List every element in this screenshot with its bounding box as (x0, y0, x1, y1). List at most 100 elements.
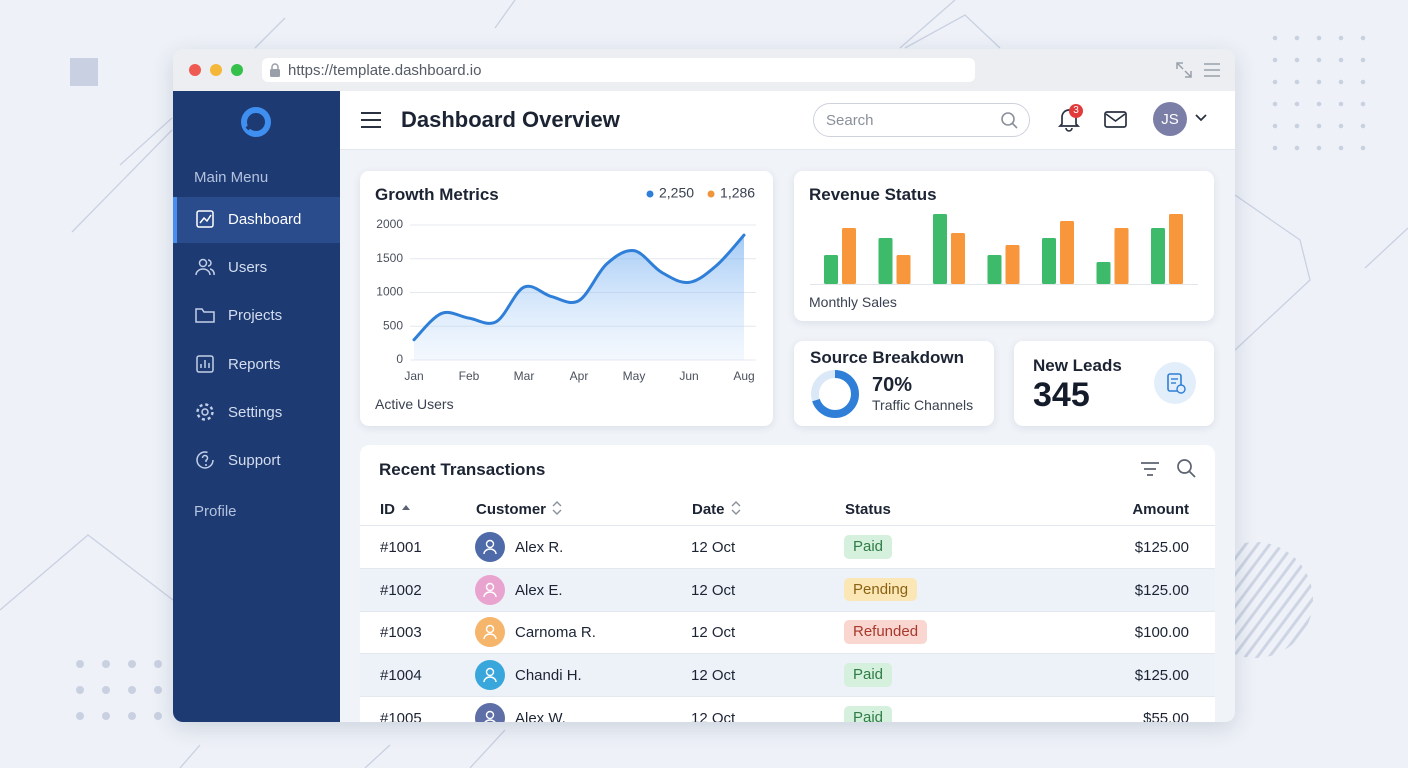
cell-id: #1001 (380, 539, 422, 556)
decor-hatch (1250, 542, 1313, 658)
sidebar-item[interactable]: Settings (173, 390, 340, 436)
menu-label: Settings (228, 403, 283, 421)
active-indicator (173, 197, 177, 243)
decor-dot (1360, 123, 1366, 129)
column-header[interactable]: ID (380, 501, 395, 518)
hamburger-icon[interactable] (360, 110, 384, 130)
mail-icon[interactable] (1104, 110, 1128, 130)
decor-dot (1294, 101, 1300, 107)
sidebar-item[interactable]: Support (173, 438, 340, 484)
logo (241, 107, 271, 137)
cell-date: 12 Oct (691, 581, 736, 599)
cell-id: #1005 (380, 709, 422, 727)
menu-label: Dashboard (228, 211, 302, 228)
card-title: Growth Metrics (375, 185, 499, 204)
expand-icon[interactable] (1176, 62, 1192, 78)
menu-icon (195, 258, 215, 276)
notification-bell[interactable] (1054, 103, 1084, 133)
decor-dot (1272, 123, 1278, 129)
cell-amount: $125.00 (1134, 581, 1189, 599)
decor-dot (1360, 35, 1366, 41)
decor-dot (1360, 57, 1366, 63)
customer-avatar (475, 532, 505, 562)
page-title: Dashboard Overview (401, 107, 620, 132)
percent-value: 70% (872, 374, 913, 396)
column-header[interactable]: Customer (476, 501, 547, 518)
decor-dot (1338, 123, 1344, 129)
minimize-button[interactable] (210, 64, 222, 76)
address-bar[interactable]: https://template.dashboard.io (262, 58, 975, 82)
leads-card: New Leads 345 (1014, 341, 1214, 426)
user-avatar[interactable]: JS (1153, 102, 1187, 136)
search-box[interactable]: Search (813, 103, 1030, 137)
decor-dot (1360, 79, 1366, 85)
decor-hatch (1238, 542, 1313, 658)
customer-avatar (475, 702, 505, 722)
cell-customer: Alex R. (515, 539, 564, 556)
cell-amount: $55.00 (1143, 709, 1189, 727)
decor-dot (1360, 145, 1366, 151)
table-row[interactable]: #1002 Alex E. 12 Oct Pending $125.00 (360, 568, 1215, 612)
menu-label: Projects (228, 307, 283, 325)
table-row[interactable]: #1005 Alex W. 12 Oct Paid $55.00 (360, 697, 1215, 727)
status-badge: Paid (844, 535, 893, 559)
menu-label: Support (228, 452, 281, 469)
filter-icon[interactable] (1140, 459, 1160, 479)
menu-icon (196, 403, 214, 421)
decor-dot (1338, 145, 1344, 151)
decor-dot (1294, 35, 1300, 41)
table-row[interactable]: #1001 Alex R. 12 Oct Paid $125.00 (360, 526, 1215, 569)
cell-customer: Alex W. (515, 709, 566, 727)
close-button[interactable] (189, 64, 201, 76)
sort-icon[interactable] (552, 501, 562, 515)
decor-dot (102, 660, 110, 668)
profile-link[interactable]: Profile (194, 503, 237, 520)
decor-hatch (1274, 542, 1313, 658)
transactions-card: Recent Transactions ID Customer Date Status… (360, 445, 1215, 727)
cell-amount: $125.00 (1134, 539, 1189, 556)
decor-dot (1272, 57, 1278, 63)
table-search-icon[interactable] (1176, 458, 1198, 480)
browser-controls (189, 62, 1220, 78)
cell-id: #1002 (380, 581, 422, 599)
menu-icon[interactable] (1204, 63, 1220, 77)
decor-dot (1272, 35, 1278, 41)
notification-count: 3 (1073, 105, 1079, 116)
cell-id: #1004 (380, 667, 422, 685)
sidebar-item[interactable]: Reports (173, 342, 340, 388)
card-subtitle: Traffic Channels (872, 397, 974, 413)
table-row[interactable]: #1003 Carnoma R. 12 Oct Refunded $100.00 (360, 611, 1215, 655)
decor-dot (76, 686, 84, 694)
menu-icon (195, 308, 215, 324)
sort-icon[interactable] (731, 501, 741, 515)
status-badge: Paid (844, 705, 893, 722)
card-title: New Leads (1033, 356, 1122, 375)
sidebar-item[interactable]: Users (173, 245, 340, 291)
status-badge: Refunded (844, 620, 928, 645)
sidebar-item[interactable]: Dashboard (173, 197, 340, 243)
decor-dot (1316, 145, 1322, 151)
avatar-initials: JS (1161, 111, 1179, 128)
account-chevron[interactable] (1194, 113, 1208, 123)
table-row[interactable]: #1004 Chandi H. 12 Oct Paid $125.00 (360, 654, 1215, 698)
leads-icon (1154, 362, 1196, 404)
maximize-button[interactable] (231, 64, 243, 76)
column-header[interactable]: Status (845, 501, 891, 518)
decor-dot (1294, 57, 1300, 63)
decor-dot (154, 686, 162, 694)
menu-icon (196, 451, 214, 469)
url-text: https://template.dashboard.io (288, 62, 482, 79)
column-header[interactable]: Amount (1132, 501, 1189, 518)
sidebar-item[interactable]: Projects (173, 293, 340, 339)
cell-date: 12 Oct (691, 624, 736, 642)
decor-dot (1316, 123, 1322, 129)
column-header[interactable]: Date (692, 501, 725, 518)
decor-dot (102, 686, 110, 694)
card-title: Revenue Status (809, 185, 937, 204)
card-title: Recent Transactions (379, 460, 546, 479)
cell-date: 12 Oct (691, 539, 736, 556)
decor-dot (154, 712, 162, 720)
sort-icon[interactable] (401, 501, 411, 515)
top-header: Dashboard Overview Search 3 JS (340, 91, 1235, 150)
